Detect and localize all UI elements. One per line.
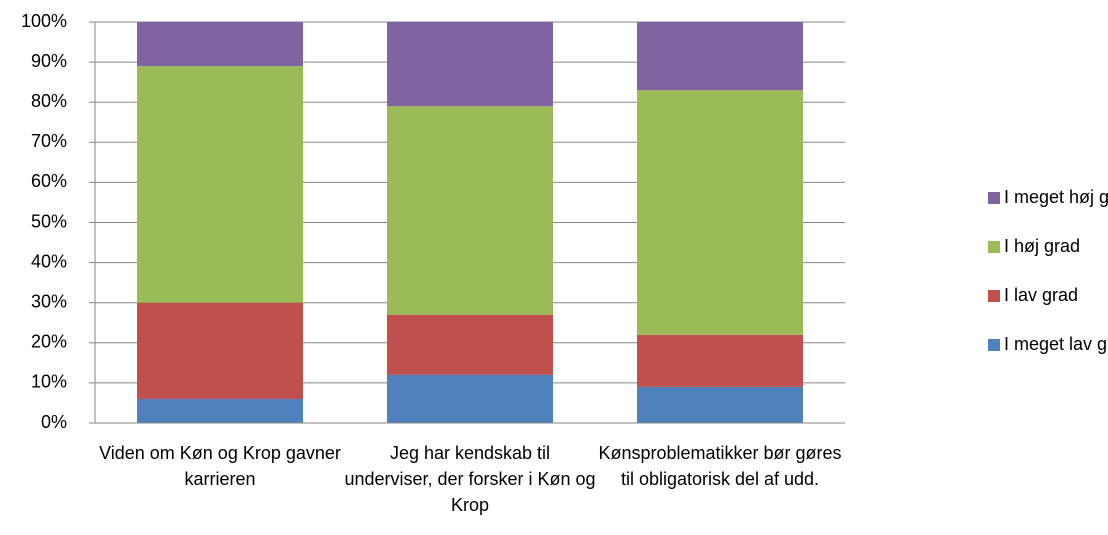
y-tick-label: 90% <box>31 51 67 71</box>
bar-segment <box>137 398 303 423</box>
legend-label: I lav grad <box>1004 285 1078 305</box>
bar-segment <box>137 302 303 399</box>
bar-segment <box>137 66 303 303</box>
bar-segment <box>637 90 803 335</box>
bar-segment <box>137 22 303 67</box>
y-tick-label: 80% <box>31 91 67 111</box>
legend-label: I høj grad <box>1004 236 1080 256</box>
bar-segment <box>387 314 553 375</box>
y-tick-label: 0% <box>41 412 67 432</box>
y-tick-label: 40% <box>31 251 67 271</box>
legend-swatch <box>988 192 1000 204</box>
bar-segment <box>637 334 803 387</box>
x-tick-label: Jeg har kendskab til underviser, der for… <box>344 443 596 515</box>
legend-label: I meget høj grad <box>1004 187 1108 207</box>
x-tick-label: Viden om Køn og Krop gavner karrieren <box>99 443 341 489</box>
bar-segment <box>637 386 803 423</box>
bar-segment <box>387 106 553 315</box>
bar-segment <box>637 22 803 91</box>
bar-segment <box>387 374 553 423</box>
y-tick-label: 20% <box>31 332 67 352</box>
bar-segment <box>387 22 553 107</box>
y-tick-label: 30% <box>31 291 67 311</box>
y-tick-label: 10% <box>31 372 67 392</box>
y-tick-label: 100% <box>21 11 67 31</box>
y-tick-label: 60% <box>31 171 67 191</box>
y-tick-label: 50% <box>31 211 67 231</box>
legend-swatch <box>988 290 1000 302</box>
y-tick-label: 70% <box>31 131 67 151</box>
legend-label: I meget lav grad <box>1004 334 1108 354</box>
legend-swatch <box>988 241 1000 253</box>
legend-swatch <box>988 339 1000 351</box>
x-tick-label: Kønsproblematikker bør gøres til obligat… <box>598 443 842 489</box>
